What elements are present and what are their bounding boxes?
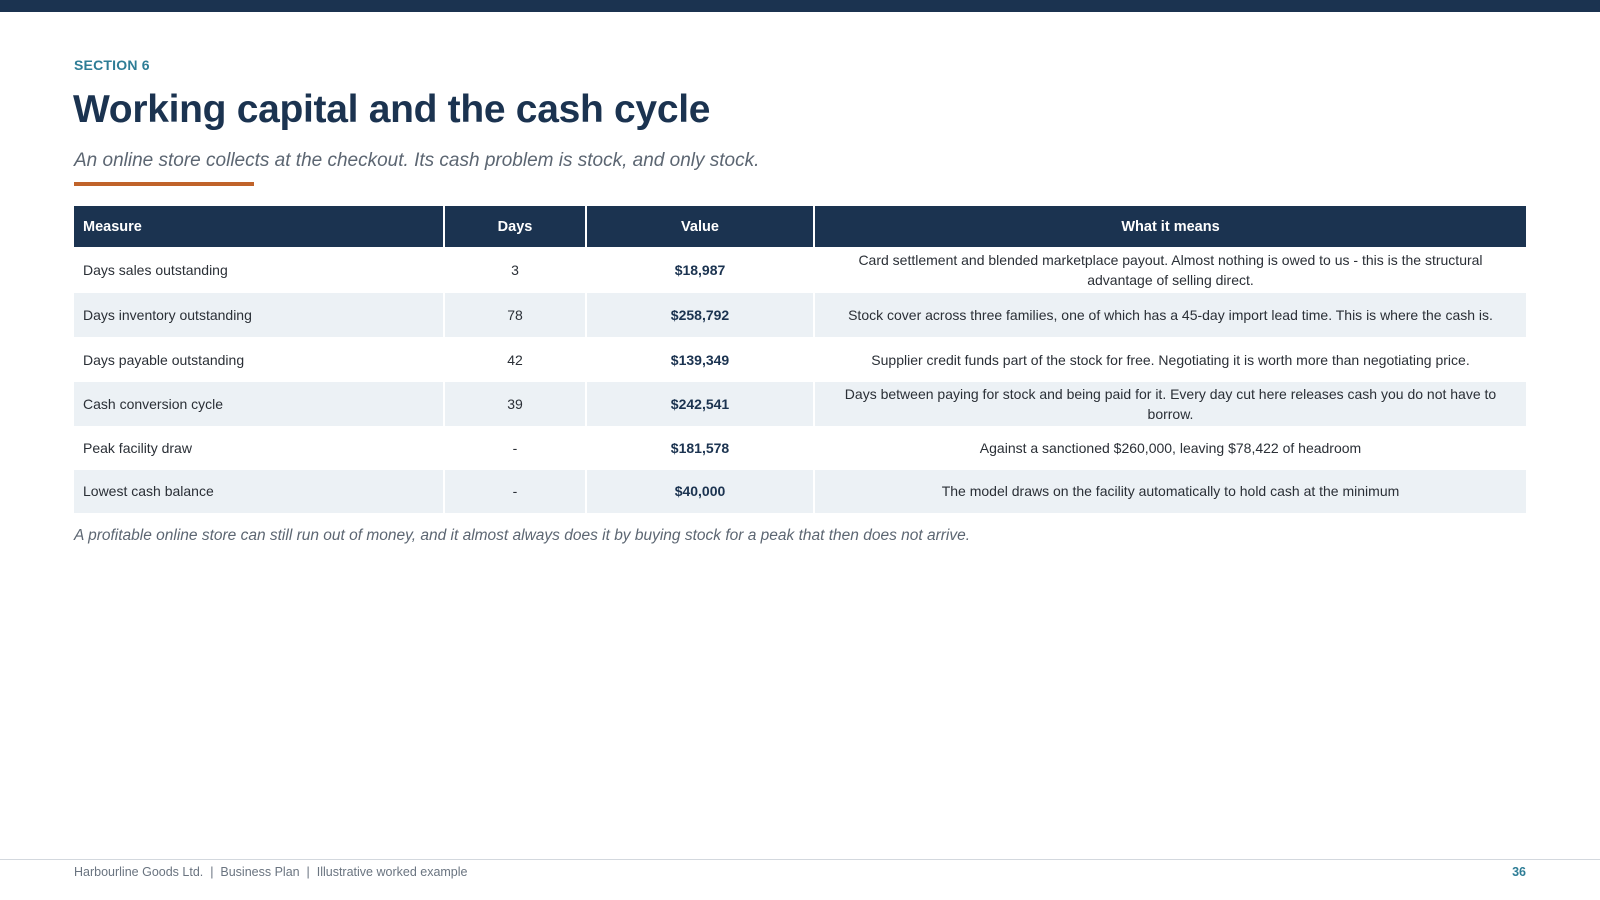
meaning-cell: Against a sanctioned $260,000, leaving $… (813, 426, 1526, 470)
column-header-days: Days (443, 206, 586, 248)
working-capital-table: Measure Days Value What it means Days sa… (74, 206, 1526, 513)
table-header-row: Measure Days Value What it means (74, 206, 1526, 248)
table-row: Lowest cash balance - $40,000 The model … (74, 469, 1526, 513)
table-row: Days payable outstanding 42 $139,349 Sup… (74, 337, 1526, 382)
section-label: SECTION 6 (74, 57, 150, 73)
page-number: 36 (1512, 865, 1526, 879)
column-header-measure: Measure (74, 206, 444, 248)
meaning-cell: Card settlement and blended marketplace … (813, 247, 1526, 293)
value-cell: $181,578 (585, 426, 814, 470)
days-cell: - (443, 426, 586, 470)
value-cell: $139,349 (585, 337, 814, 382)
measure-cell: Days payable outstanding (74, 337, 444, 382)
value-cell: $40,000 (585, 469, 814, 513)
column-header-meaning: What it means (813, 206, 1526, 248)
meaning-cell: Days between paying for stock and being … (813, 381, 1526, 427)
meaning-cell: Supplier credit funds part of the stock … (813, 337, 1526, 382)
meaning-cell: The model draws on the facility automati… (813, 469, 1526, 513)
days-cell: 39 (443, 381, 586, 427)
value-cell: $242,541 (585, 381, 814, 427)
measure-cell: Days sales outstanding (74, 247, 444, 293)
footer-text: Harbourline Goods Ltd. | Business Plan |… (74, 865, 468, 879)
table-footnote: A profitable online store can still run … (74, 527, 971, 544)
page-title: Working capital and the cash cycle (73, 88, 711, 131)
table-row: Days sales outstanding 3 $18,987 Card se… (74, 247, 1526, 293)
days-cell: 3 (443, 247, 586, 293)
table-row: Days inventory outstanding 78 $258,792 S… (74, 292, 1526, 338)
column-header-value: Value (585, 206, 814, 248)
measure-cell: Peak facility draw (74, 426, 444, 470)
top-bar (0, 0, 1600, 12)
page-subtitle: An online store collects at the checkout… (74, 150, 760, 171)
days-cell: 78 (443, 292, 586, 338)
value-cell: $258,792 (585, 292, 814, 338)
measure-cell: Lowest cash balance (74, 469, 444, 513)
table-row: Cash conversion cycle 39 $242,541 Days b… (74, 381, 1526, 427)
accent-rule (74, 182, 254, 186)
days-cell: - (443, 469, 586, 513)
measure-cell: Days inventory outstanding (74, 292, 444, 338)
days-cell: 42 (443, 337, 586, 382)
table-row: Peak facility draw - $181,578 Against a … (74, 426, 1526, 470)
footer-divider (0, 859, 1600, 860)
measure-cell: Cash conversion cycle (74, 381, 444, 427)
value-cell: $18,987 (585, 247, 814, 293)
meaning-cell: Stock cover across three families, one o… (813, 292, 1526, 338)
